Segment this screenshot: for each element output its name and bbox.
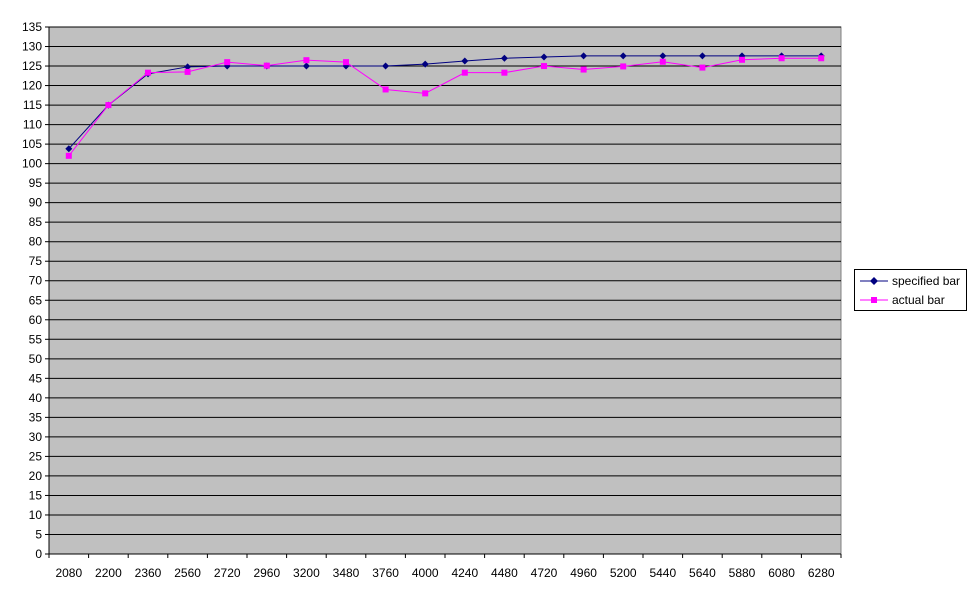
y-axis-ticks: 0 5 10 15 20 25 30 35 40 45 50 55 60 65 70 75 80 85 90 95 10… [22, 20, 49, 561]
data-point [422, 90, 429, 97]
y-tick-label: 30 [29, 430, 43, 444]
y-tick-label: 60 [29, 313, 43, 327]
y-tick-label: 90 [29, 196, 43, 210]
y-tick-label: 125 [22, 59, 42, 73]
data-point [382, 86, 389, 93]
data-point [580, 66, 587, 73]
data-point [65, 145, 73, 153]
data-point [224, 59, 231, 66]
y-tick-label: 50 [29, 352, 43, 366]
data-point [184, 63, 192, 71]
x-tick-label: 2720 [214, 566, 241, 580]
y-tick-label: 100 [22, 157, 42, 171]
plot-area [48, 26, 842, 555]
y-tick-label: 15 [29, 488, 43, 502]
y-tick-label: 35 [29, 410, 43, 424]
y-tick-label: 80 [29, 235, 43, 249]
y-tick-label: 65 [29, 293, 43, 307]
y-tick-label: 130 [22, 40, 42, 54]
y-tick-label: 10 [29, 508, 43, 522]
data-point [739, 56, 745, 63]
data-point [263, 62, 270, 69]
y-tick-label: 0 [35, 547, 42, 561]
x-tick-label: 2200 [95, 566, 122, 580]
x-tick-label: 5640 [689, 566, 716, 580]
data-point [184, 68, 191, 75]
y-tick-label: 135 [22, 20, 42, 34]
x-tick-label: 2960 [253, 566, 280, 580]
y-tick-label: 85 [29, 215, 43, 229]
y-tick-label: 115 [23, 98, 42, 112]
x-tick-label: 4480 [491, 566, 518, 580]
legend-label-specified: specified bar [892, 274, 961, 288]
x-tick-label: 2080 [55, 566, 82, 580]
series-line [68, 55, 822, 150]
x-tick-label: 4960 [570, 566, 597, 580]
data-point [145, 69, 151, 76]
y-tick-label: 75 [29, 254, 43, 268]
data-point [461, 57, 469, 65]
y-tick-label: 95 [29, 176, 43, 190]
legend-swatch-specified [860, 277, 888, 285]
x-tick-label: 2560 [174, 566, 201, 580]
x-tick-label: 3200 [293, 566, 320, 580]
data-point [659, 58, 666, 65]
legend-entry-actual: actual bar [855, 291, 966, 309]
y-tick-label: 70 [29, 274, 43, 288]
data-point [500, 54, 508, 62]
x-tick-label: 5880 [729, 566, 756, 580]
y-tick-label: 110 [23, 118, 42, 132]
legend: specified bar actual bar [854, 269, 967, 311]
data-point [659, 52, 667, 60]
x-tick-label: 3760 [372, 566, 399, 580]
x-tick-label: 3480 [333, 566, 360, 580]
x-tick-label: 6080 [768, 566, 795, 580]
data-point [105, 102, 112, 109]
legend-label-actual: actual bar [892, 293, 945, 307]
y-tick-label: 55 [29, 332, 43, 346]
y-tick-label: 120 [22, 79, 42, 93]
x-tick-label: 5200 [610, 566, 637, 580]
data-point [461, 69, 468, 76]
data-point [698, 52, 706, 60]
y-tick-label: 20 [29, 469, 43, 483]
series-actual-bar [65, 55, 825, 159]
x-tick-label: 4240 [451, 566, 478, 580]
y-tick-label: 25 [29, 449, 43, 463]
data-point [382, 62, 390, 70]
series-line [68, 57, 822, 157]
data-point [619, 52, 627, 60]
legend-entry-specified: specified bar [855, 272, 966, 290]
data-point [65, 152, 72, 159]
x-tick-label: 5440 [649, 566, 676, 580]
y-tick-label: 45 [29, 371, 43, 385]
data-point [421, 60, 429, 68]
data-point [580, 52, 588, 60]
y-tick-label: 5 [35, 527, 42, 541]
y-tick-label: 40 [29, 391, 43, 405]
x-tick-label: 4000 [412, 566, 439, 580]
data-point [699, 64, 706, 71]
x-tick-label: 4720 [531, 566, 558, 580]
legend-swatch-actual [860, 297, 888, 303]
x-axis-ticks: 2080 2200 2360 2560 2720 2960 3200 3480 3760 4000… [48, 554, 842, 580]
data-point [501, 69, 508, 76]
data-point [302, 62, 310, 70]
data-point [541, 63, 547, 70]
data-point [818, 55, 825, 62]
x-tick-label: 6280 [808, 566, 835, 580]
data-point [620, 63, 627, 70]
gridlines [49, 26, 841, 535]
series-group [65, 52, 825, 159]
x-tick-label: 2360 [135, 566, 162, 580]
y-tick-label: 105 [22, 137, 42, 151]
data-point [778, 55, 785, 62]
data-point [303, 57, 310, 64]
data-point [540, 53, 548, 61]
data-point [343, 59, 349, 66]
